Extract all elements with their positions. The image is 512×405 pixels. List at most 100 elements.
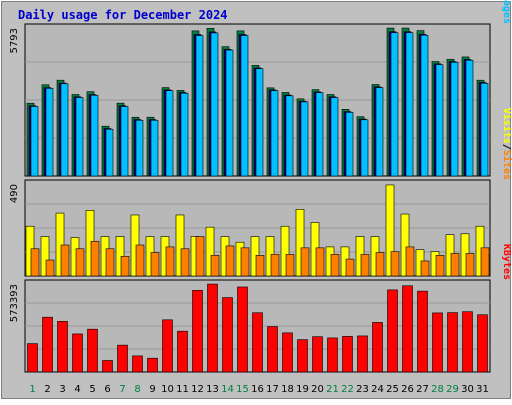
bar-sites-day-19 <box>300 247 310 277</box>
bar-kbytes-day-18 <box>282 332 293 373</box>
legend-visits: Visits <box>501 108 512 144</box>
bar-kbytes-day-7 <box>117 344 128 373</box>
bar-kbytes-day-16 <box>252 312 263 373</box>
x-tick-day-12: 12 <box>191 384 204 395</box>
bar-sites-day-14 <box>225 245 235 277</box>
x-tick-day-4: 4 <box>74 384 80 395</box>
charts-layer: 5793Hits/Files/Pages490Visits/Sites57339… <box>9 0 512 395</box>
bar-pages-day-22 <box>345 112 354 177</box>
bar-kbytes-day-6 <box>102 360 113 373</box>
bar-sites-day-16 <box>255 255 265 277</box>
bar-pages-day-7 <box>120 106 129 177</box>
x-tick-day-3: 3 <box>59 384 65 395</box>
bar-visits-day-18 <box>280 225 290 277</box>
x-tick-day-9: 9 <box>149 384 155 395</box>
bar-sites-day-6 <box>105 248 115 277</box>
bar-kbytes-day-12 <box>192 290 203 373</box>
bar-sites-day-31 <box>480 247 490 277</box>
bar-pages-day-30 <box>465 59 474 177</box>
bar-kbytes-day-19 <box>297 339 308 373</box>
bar-kbytes-day-9 <box>147 357 158 373</box>
x-tick-day-14: 14 <box>221 384 234 395</box>
bar-pages-day-4 <box>75 97 84 177</box>
bar-sites-day-5 <box>90 240 100 277</box>
bar-kbytes-day-25 <box>387 289 398 373</box>
bar-kbytes-day-2 <box>42 316 53 373</box>
y-max-label-1: 5793 <box>9 28 20 53</box>
bar-kbytes-day-29 <box>447 312 458 373</box>
bar-sites-day-10 <box>165 246 175 277</box>
legend-sites: Sites <box>501 150 512 180</box>
x-tick-day-19: 19 <box>296 384 309 395</box>
x-tick-day-29: 29 <box>446 384 459 395</box>
bar-pages-day-24 <box>375 87 384 177</box>
bar-sites-day-29 <box>450 253 460 277</box>
bar-kbytes-day-1 <box>27 343 38 373</box>
bar-pages-day-13 <box>210 32 219 177</box>
chart-title: Daily usage for December 2024 <box>18 8 228 22</box>
bar-sites-day-20 <box>315 247 325 277</box>
bar-pages-day-17 <box>270 90 279 177</box>
bar-sites-day-22 <box>345 258 355 277</box>
bar-sites-day-25 <box>390 251 400 277</box>
x-tick-day-20: 20 <box>311 384 324 395</box>
x-tick-day-17: 17 <box>266 384 279 395</box>
bar-sites-day-7 <box>120 255 130 277</box>
x-tick-day-16: 16 <box>251 384 264 395</box>
bar-visits-day-2 <box>40 236 50 277</box>
right-legend-1: Hits/Files/Pages <box>501 0 512 24</box>
bar-pages-day-10 <box>165 90 174 177</box>
legend-separator: / <box>501 144 512 150</box>
bar-sites-day-21 <box>330 254 340 277</box>
bar-pages-day-5 <box>90 94 99 177</box>
bar-sites-day-13 <box>210 255 220 277</box>
bar-sites-day-9 <box>150 252 160 277</box>
bar-sites-day-2 <box>45 259 55 277</box>
bar-sites-day-12 <box>195 236 205 277</box>
bar-kbytes-day-3 <box>57 321 68 373</box>
bar-kbytes-day-24 <box>372 322 383 373</box>
chart-panel-1: 5793 Hits/Files/Pages <box>9 0 512 177</box>
bar-kbytes-day-23 <box>357 335 368 373</box>
bar-kbytes-day-28 <box>432 312 443 373</box>
bar-kbytes-day-11 <box>177 330 188 373</box>
bar-visits-day-3 <box>55 212 65 277</box>
bar-visits-day-19 <box>295 209 305 277</box>
bar-kbytes-day-4 <box>72 333 83 373</box>
bar-pages-day-11 <box>180 92 189 177</box>
x-tick-day-1: 1 <box>29 384 35 395</box>
bar-kbytes-day-8 <box>132 355 143 373</box>
bar-visits-day-13 <box>205 226 215 277</box>
bar-kbytes-day-22 <box>342 336 353 373</box>
bar-visits-day-26 <box>400 213 410 277</box>
x-tick-day-8: 8 <box>134 384 140 395</box>
x-tick-day-10: 10 <box>161 384 174 395</box>
bar-pages-day-29 <box>450 62 459 177</box>
bar-sites-day-4 <box>75 248 85 277</box>
x-tick-day-2: 2 <box>44 384 50 395</box>
x-tick-day-22: 22 <box>341 384 354 395</box>
bar-kbytes-day-15 <box>237 286 248 373</box>
bar-pages-day-18 <box>285 95 294 177</box>
bar-pages-day-20 <box>315 92 324 177</box>
bar-kbytes-day-30 <box>462 311 473 373</box>
bar-pages-day-19 <box>300 101 309 177</box>
bar-kbytes-day-21 <box>327 337 338 373</box>
right-legend-3: KBytes <box>501 244 512 280</box>
x-tick-day-30: 30 <box>461 384 474 395</box>
bar-visits-day-11 <box>175 214 185 277</box>
x-tick-day-25: 25 <box>386 384 399 395</box>
x-tick-day-5: 5 <box>89 384 95 395</box>
bar-pages-day-26 <box>405 32 414 177</box>
bar-pages-day-27 <box>420 34 429 177</box>
x-tick-day-13: 13 <box>206 384 219 395</box>
outer-border-dark <box>1 1 511 399</box>
bar-sites-day-17 <box>270 254 280 277</box>
x-tick-day-31: 31 <box>476 384 489 395</box>
bar-pages-day-8 <box>135 120 144 177</box>
x-tick-day-11: 11 <box>176 384 189 395</box>
x-tick-day-6: 6 <box>104 384 110 395</box>
legend-kbytes: KBytes <box>501 244 512 280</box>
bar-sites-day-18 <box>285 254 295 277</box>
